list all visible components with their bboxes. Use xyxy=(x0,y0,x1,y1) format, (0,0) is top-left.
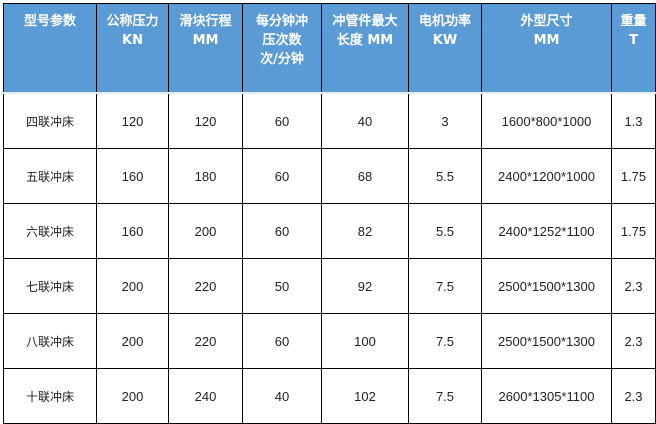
table-cell: 60 xyxy=(242,313,322,369)
table-cell: 2.3 xyxy=(611,313,656,369)
model-name-cell: 四联冲床 xyxy=(3,92,97,149)
column-header-line: 型号参数 xyxy=(23,14,76,29)
table-row: 六联冲床 160 200 60 82 5.5 2400*1252*1100 1.75 xyxy=(3,203,656,259)
table-cell: 1.75 xyxy=(611,203,656,259)
table-cell: 160 xyxy=(96,203,169,259)
model-name-cell: 六联冲床 xyxy=(3,203,97,259)
table-cell: 82 xyxy=(321,203,409,259)
table-cell: 5.5 xyxy=(408,148,482,204)
column-header-line: 压次数 xyxy=(262,33,302,48)
table-cell: 7.5 xyxy=(408,258,482,314)
table-cell: 2500*1500*1300 xyxy=(481,313,612,369)
table-cell: 5.5 xyxy=(408,203,482,259)
column-header: 公称压力 KN xyxy=(96,3,169,94)
table-cell: 240 xyxy=(168,368,243,424)
table-cell: 220 xyxy=(168,313,243,369)
column-header-line: 重量 xyxy=(620,14,647,29)
column-header: 外型尺寸 MM xyxy=(481,3,612,94)
table-cell: 1.75 xyxy=(611,148,656,204)
table-cell: 60 xyxy=(242,203,322,259)
header-row: 型号参数 公称压力 KN 滑块行程 MM 每分钟冲 压次数 次/分钟 冲管件最大 长度 MM 电机功… xyxy=(3,3,656,94)
table-cell: 1600*800*1000 xyxy=(481,92,612,149)
table-cell: 3 xyxy=(408,92,482,149)
table-cell: 2400*1252*1100 xyxy=(481,203,612,259)
table-cell: 102 xyxy=(321,368,409,424)
table-cell: 60 xyxy=(242,148,322,204)
column-header: 滑块行程 MM xyxy=(168,3,243,94)
table-row: 五联冲床 160 180 60 68 5.5 2400*1200*1000 1.75 xyxy=(3,148,656,204)
table-cell: 120 xyxy=(168,92,243,149)
table-cell: 200 xyxy=(96,258,169,314)
table-cell: 2500*1500*1300 xyxy=(481,258,612,314)
column-header: 型号参数 xyxy=(3,3,97,94)
column-header-line: 公称压力 xyxy=(106,14,159,29)
column-header-line: KN xyxy=(122,33,143,48)
table-cell: 40 xyxy=(321,92,409,149)
table-cell: 40 xyxy=(242,368,322,424)
table-cell: 2.3 xyxy=(611,258,656,314)
model-name-cell: 七联冲床 xyxy=(3,258,97,314)
column-header-line: 电机功率 xyxy=(418,14,471,29)
table-cell: 220 xyxy=(168,258,243,314)
table-cell: 120 xyxy=(96,92,169,149)
column-header-line: MM xyxy=(192,33,219,48)
table-row: 四联冲床 120 120 60 40 3 1600*800*1000 1.3 xyxy=(3,92,656,149)
table-cell: 7.5 xyxy=(408,313,482,369)
column-header: 重量 T xyxy=(611,3,656,94)
column-header: 冲管件最大长度 MM xyxy=(321,3,409,94)
column-header-line: MM xyxy=(533,33,560,48)
spec-table: 型号参数 公称压力 KN 滑块行程 MM 每分钟冲 压次数 次/分钟 冲管件最大 长度 MM 电机功… xyxy=(3,3,656,424)
table-cell: 200 xyxy=(96,368,169,424)
table-cell: 60 xyxy=(242,92,322,149)
model-name-cell: 八联冲床 xyxy=(3,313,97,369)
model-name-cell: 五联冲床 xyxy=(3,148,97,204)
column-header-line: 滑块行程 xyxy=(179,14,232,29)
table-cell: 68 xyxy=(321,148,409,204)
column-header-line: 外型尺寸 xyxy=(520,14,573,29)
table-cell: 1.3 xyxy=(611,92,656,149)
table-row: 十联冲床 200 240 40 102 7.5 2600*1305*1100 2.3 xyxy=(3,368,656,424)
column-header: 电机功率 KW xyxy=(408,3,482,94)
table-cell: 2400*1200*1000 xyxy=(481,148,612,204)
model-name-cell: 十联冲床 xyxy=(3,368,97,424)
table-cell: 180 xyxy=(168,148,243,204)
column-header-line: KW xyxy=(432,33,458,48)
table-cell: 200 xyxy=(168,203,243,259)
table-cell: 200 xyxy=(96,313,169,369)
table-cell: 7.5 xyxy=(408,368,482,424)
table-cell: 2.3 xyxy=(611,368,656,424)
column-header-line: T xyxy=(629,33,638,48)
table-cell: 50 xyxy=(242,258,322,314)
table-cell: 2600*1305*1100 xyxy=(481,368,612,424)
column-header-line: 冲管件最大 xyxy=(332,14,398,29)
column-header-line: 次/分钟 xyxy=(260,52,304,67)
column-header: 每分钟冲压次数次/分钟 xyxy=(242,3,322,94)
column-header-line: 长度 MM xyxy=(336,33,394,48)
column-header-line: 每分钟冲 xyxy=(255,14,308,29)
table-cell: 100 xyxy=(321,313,409,369)
table-cell: 160 xyxy=(96,148,169,204)
table-cell: 92 xyxy=(321,258,409,314)
table-row: 八联冲床 200 220 60 100 7.5 2500*1500*1300 2.3 xyxy=(3,313,656,369)
table-row: 七联冲床 200 220 50 92 7.5 2500*1500*1300 2.3 xyxy=(3,258,656,314)
